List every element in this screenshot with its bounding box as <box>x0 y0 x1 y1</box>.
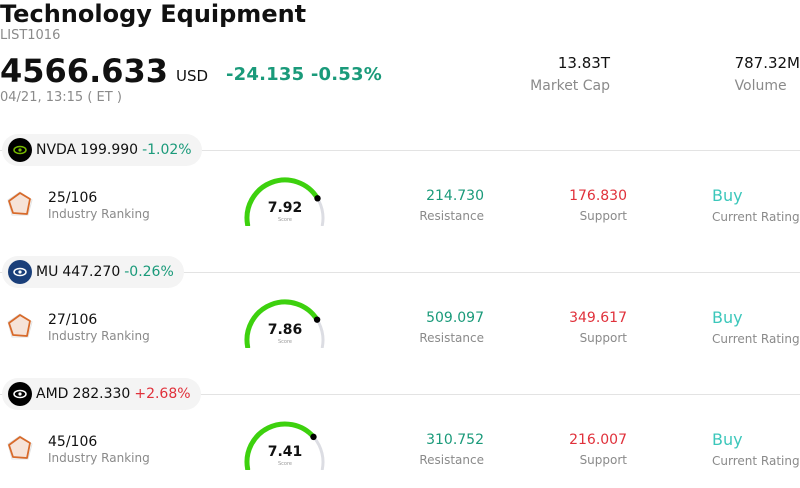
index-price: 4566.633 <box>0 52 169 90</box>
score-label: Score <box>277 461 292 467</box>
change-percent: -0.53% <box>310 64 382 85</box>
stock-chip[interactable]: MU 447.270 -0.26% <box>2 256 184 288</box>
rating-label: Current Rating <box>712 332 800 346</box>
stock-price: 199.990 <box>80 142 139 158</box>
company-logo-icon <box>8 260 32 284</box>
gauge-fill <box>244 421 316 470</box>
rating-label: Current Rating <box>712 210 800 224</box>
row-divider <box>0 272 800 273</box>
rating-value[interactable]: Buy <box>712 308 743 327</box>
score-label: Score <box>277 339 292 345</box>
stock-price: 447.270 <box>62 264 121 280</box>
support-label: Support <box>579 209 627 223</box>
page-title: Technology Equipment <box>0 0 307 28</box>
company-logo-icon <box>8 382 32 406</box>
volume-value: 787.32M <box>734 54 800 72</box>
row-divider <box>0 394 800 395</box>
resistance-value: 509.097 <box>426 310 484 326</box>
industry-rank: 25/106 <box>48 190 98 206</box>
score-value: 7.92 <box>267 200 303 216</box>
score-value: 7.86 <box>267 322 303 338</box>
timestamp: 04/21, 13:15 ( ET ) <box>0 90 122 105</box>
support-value: 216.007 <box>569 432 627 448</box>
support-value: 349.617 <box>569 310 627 326</box>
stock-chip[interactable]: NVDA 199.990 -1.02% <box>2 134 202 166</box>
score-value: 7.41 <box>267 444 303 460</box>
ranking-radar-icon <box>7 191 33 216</box>
volume-stat: 787.32M Volume <box>735 54 800 94</box>
industry-rank-label: Industry Ranking <box>48 329 150 343</box>
volume-label: Volume <box>734 78 787 94</box>
index-code: LIST1016 <box>0 28 61 43</box>
support-label: Support <box>579 331 627 345</box>
market-cap-value: 13.83T <box>557 54 610 72</box>
score-gauge <box>244 421 325 470</box>
stock-price: 282.330 <box>72 386 131 402</box>
resistance-label: Resistance <box>419 209 484 223</box>
index-change: -24.135 -0.53% <box>226 64 382 85</box>
gauge-needle-dot <box>310 433 317 441</box>
score-label: Score <box>277 217 292 223</box>
stock-symbol: NVDA <box>36 142 77 158</box>
rating-value[interactable]: Buy <box>712 186 743 205</box>
change-amount: -24.135 <box>226 64 305 85</box>
score-gauge <box>244 299 325 348</box>
ranking-radar-icon <box>7 313 33 338</box>
stock-change: -1.02% <box>142 142 192 158</box>
stock-change: -0.26% <box>124 264 174 280</box>
rating-label: Current Rating <box>712 454 800 468</box>
resistance-value: 214.730 <box>426 188 484 204</box>
resistance-label: Resistance <box>419 331 484 345</box>
gauge-fill <box>244 177 321 226</box>
stock-symbol: MU <box>36 264 59 280</box>
ranking-radar-icon <box>7 435 33 460</box>
stock-row-amd[interactable]: AMD 282.330 +2.68% 45/106 Industry Ranki… <box>0 378 800 488</box>
stock-symbol: AMD <box>36 386 69 402</box>
currency-label: USD <box>176 67 209 85</box>
score-gauge <box>244 177 325 226</box>
gauge-needle-dot <box>314 195 321 202</box>
market-cap-label: Market Cap <box>530 78 610 94</box>
gauge-needle-dot <box>313 316 321 323</box>
support-label: Support <box>579 453 627 467</box>
support-value: 176.830 <box>569 188 627 204</box>
market-cap-stat: 13.83T Market Cap <box>530 54 610 94</box>
resistance-value: 310.752 <box>426 432 484 448</box>
resistance-label: Resistance <box>419 453 484 467</box>
industry-rank-label: Industry Ranking <box>48 207 150 221</box>
industry-rank: 45/106 <box>48 434 98 450</box>
gauge-fill <box>244 299 320 348</box>
rating-value[interactable]: Buy <box>712 430 743 449</box>
row-divider <box>0 150 800 151</box>
stock-chip[interactable]: AMD 282.330 +2.68% <box>2 378 201 410</box>
industry-rank: 27/106 <box>48 312 98 328</box>
stock-row-mu[interactable]: MU 447.270 -0.26% 27/106 Industry Rankin… <box>0 256 800 378</box>
company-logo-icon <box>8 138 32 162</box>
stock-row-nvda[interactable]: NVDA 199.990 -1.02% 25/106 Industry Rank… <box>0 134 800 256</box>
stock-change: +2.68% <box>134 386 191 402</box>
industry-rank-label: Industry Ranking <box>48 451 150 465</box>
